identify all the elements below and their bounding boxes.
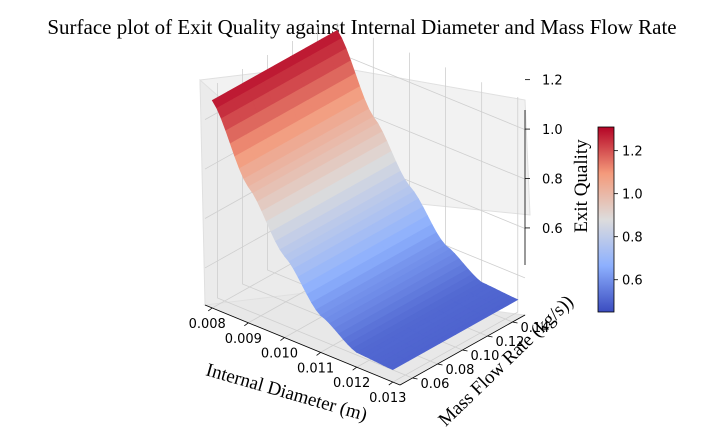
colorbar xyxy=(597,126,615,313)
tick-label: 0.6 xyxy=(622,274,643,289)
surface xyxy=(211,29,519,371)
tick-label: 1.2 xyxy=(542,74,563,89)
tick-label: 1.0 xyxy=(542,123,563,138)
chart-title: Surface plot of Exit Quality against Int… xyxy=(47,15,676,39)
y-tick-mark xyxy=(512,321,518,324)
tick-label: 0.8 xyxy=(622,231,643,246)
x-tick-mark xyxy=(352,366,357,371)
colorbar-ticks: 0.6 0.8 1.0 1.2 xyxy=(614,145,643,289)
tick-label: 0.10 xyxy=(471,349,500,364)
y-tick-mark xyxy=(487,335,493,338)
x-tick-mark xyxy=(316,352,321,356)
tick-label: 1.2 xyxy=(622,145,643,160)
tick-label: 0.008 xyxy=(189,317,226,332)
x-tick-mark xyxy=(388,381,394,386)
tick-label: 0.011 xyxy=(297,361,334,376)
x-tick-mark xyxy=(280,337,285,341)
tick-label: 0.012 xyxy=(333,376,370,391)
tick-label: 0.06 xyxy=(421,377,450,392)
z-ticks: 0.6 0.8 1.0 1.2 xyxy=(525,74,563,237)
x-tick-mark xyxy=(244,322,249,327)
tick-label: 0.010 xyxy=(261,347,298,362)
tick-label: 1.0 xyxy=(622,188,643,203)
tick-label: 0.8 xyxy=(542,173,563,188)
tick-label: 0.14 xyxy=(521,321,550,336)
x-axis-title: Internal Diameter (m) xyxy=(203,360,369,426)
surface-patch xyxy=(387,358,410,371)
y-tick-mark xyxy=(412,377,418,380)
z-axis-title: Exit Quality xyxy=(571,139,592,233)
tick-label: 0.12 xyxy=(496,335,525,350)
tick-label: 0.08 xyxy=(446,363,475,378)
tick-label: 0.6 xyxy=(542,222,563,237)
tick-label: 0.013 xyxy=(369,391,406,406)
tick-label: 0.009 xyxy=(225,332,262,347)
x-axis-line xyxy=(204,304,401,386)
y-tick-mark xyxy=(437,363,443,366)
y-ticks: 0.060.080.100.120.14 xyxy=(412,321,550,392)
x-tick-mark xyxy=(207,307,213,312)
y-tick-mark xyxy=(462,349,468,352)
